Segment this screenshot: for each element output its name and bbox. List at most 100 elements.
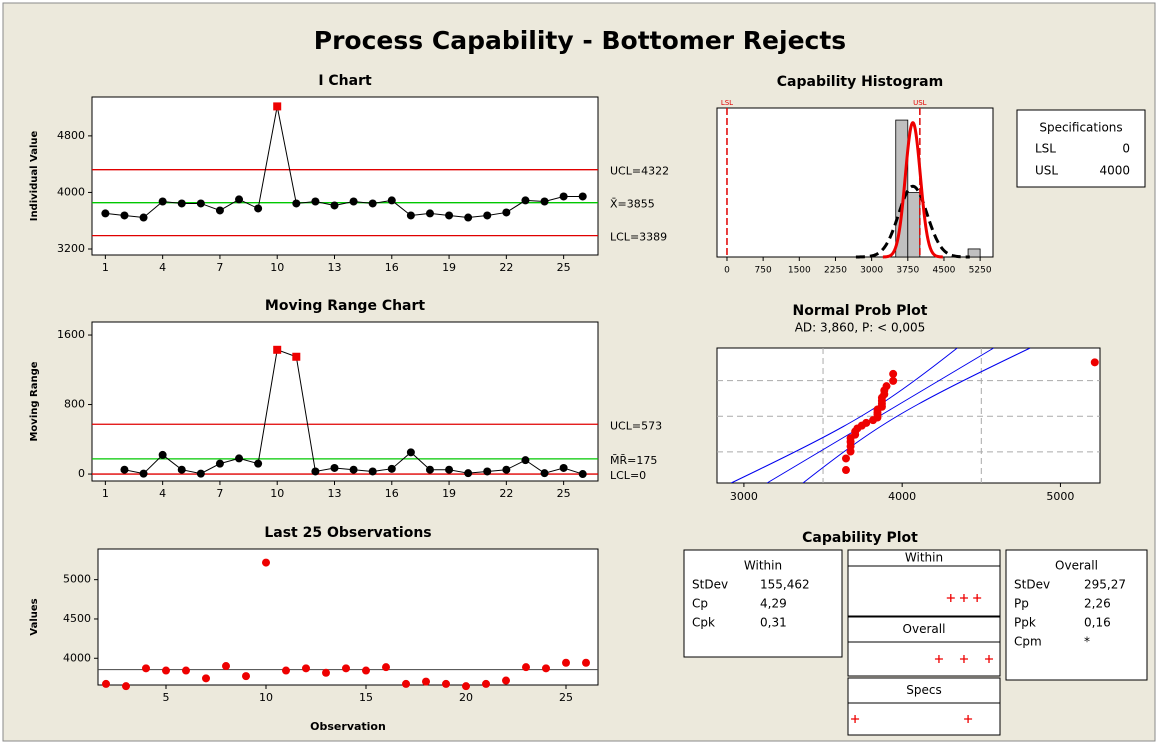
data-point: [142, 664, 150, 673]
interval-row: [847, 641, 1001, 677]
stat-name: Cpm: [1014, 635, 1042, 649]
data-point: [158, 197, 167, 206]
interval-title: Within: [905, 551, 943, 565]
data-point: [122, 682, 130, 691]
panel-title: Moving Range Chart: [265, 298, 426, 314]
data-point: [302, 664, 310, 673]
histogram-bar: [895, 119, 909, 258]
data-point: [254, 459, 263, 468]
data-point: [330, 201, 339, 210]
stat-name: Cp: [692, 597, 708, 611]
data-point: [559, 192, 568, 201]
histogram-bar: [907, 192, 921, 258]
prob-point: [846, 434, 855, 443]
data-point: [342, 664, 350, 673]
x-axis-label: Observation: [310, 720, 386, 733]
x-tick-label: 13: [327, 261, 341, 274]
ci-line: [802, 348, 1031, 483]
data-point: [368, 467, 377, 476]
data-point: [502, 465, 511, 474]
stat-value: 295,27: [1084, 578, 1126, 592]
x-tick-label: 1: [102, 261, 109, 274]
data-point: [422, 677, 430, 686]
data-point: [462, 682, 470, 691]
prob-point: [889, 369, 898, 378]
y-tick-label: 800: [64, 398, 85, 411]
x-tick-label: 19: [442, 487, 456, 500]
data-point: [464, 213, 473, 222]
spec-box-title: Specifications: [1039, 121, 1122, 135]
prob-point: [873, 405, 882, 414]
data-point: [406, 448, 415, 457]
within-interval-cross: [946, 594, 955, 602]
data-point: [387, 464, 396, 473]
data-point: [406, 211, 415, 220]
spec-cross: [851, 715, 860, 723]
data-point: [521, 456, 530, 465]
stats-title: Overall: [1055, 559, 1098, 573]
data-point: [120, 211, 129, 220]
interval-row: [847, 702, 1001, 736]
flagged-point: [292, 352, 301, 361]
x-tick-label: 20: [459, 691, 473, 704]
spec-value: 4000: [1099, 164, 1130, 178]
data-point: [202, 674, 210, 683]
panel-title: Capability Plot: [802, 530, 918, 546]
data-point: [235, 454, 244, 463]
x-tick-label: 25: [559, 691, 573, 704]
x-tick-label: 3750: [896, 266, 919, 276]
y-tick-label: 0: [78, 467, 85, 480]
data-point: [540, 469, 549, 478]
x-tick-label: 5: [163, 691, 170, 704]
data-point: [483, 467, 492, 476]
plot-area: [91, 321, 599, 482]
data-point: [102, 679, 110, 688]
control-limit-label: LCL=0: [610, 469, 646, 482]
stat-value: 4,29: [760, 597, 787, 611]
control-limit-label: LCL=3389: [610, 231, 667, 244]
x-tick-label: 1500: [788, 266, 811, 276]
control-limit-label: M̄R̄=175: [610, 454, 657, 467]
prob-point: [853, 424, 862, 433]
stat-name: StDev: [1014, 578, 1050, 592]
interval-title: Overall: [903, 622, 946, 636]
x-tick-label: 4000: [888, 490, 916, 503]
data-point: [482, 679, 490, 688]
x-tick-label: 16: [385, 487, 399, 500]
x-tick-label: 750: [755, 266, 772, 276]
x-tick-label: 15: [359, 691, 373, 704]
plot-area: [716, 347, 1101, 484]
data-point: [292, 199, 301, 208]
panel-title: Capability Histogram: [777, 74, 943, 90]
x-tick-label: 5000: [1046, 490, 1074, 503]
data-point: [215, 459, 224, 468]
prob-point: [862, 418, 871, 427]
prob-point: [889, 376, 898, 385]
x-tick-label: 2250: [824, 266, 847, 276]
data-point: [120, 465, 129, 474]
prob-point: [841, 454, 850, 463]
y-axis-label: Values: [29, 598, 40, 635]
panel-title: Normal Prob Plot: [793, 303, 928, 319]
data-point: [425, 465, 434, 474]
x-tick-label: 16: [385, 261, 399, 274]
data-point: [542, 664, 550, 673]
y-tick-label: 3200: [57, 242, 85, 255]
stats-box: [683, 549, 843, 658]
stat-value: 155,462: [760, 578, 810, 592]
y-tick-label: 1600: [57, 328, 85, 341]
control-limit-label: UCL=573: [610, 419, 662, 432]
data-point: [502, 208, 511, 217]
y-tick-label: 4000: [57, 185, 85, 198]
stat-value: *: [1084, 635, 1090, 649]
x-tick-label: 10: [259, 691, 273, 704]
data-point: [559, 463, 568, 472]
overall-interval-cross: [934, 655, 943, 663]
data-point: [582, 658, 590, 667]
data-point: [349, 465, 358, 474]
stat-name: Pp: [1014, 597, 1029, 611]
data-point: [402, 679, 410, 688]
data-point: [242, 672, 250, 681]
plot-area: [97, 548, 599, 686]
